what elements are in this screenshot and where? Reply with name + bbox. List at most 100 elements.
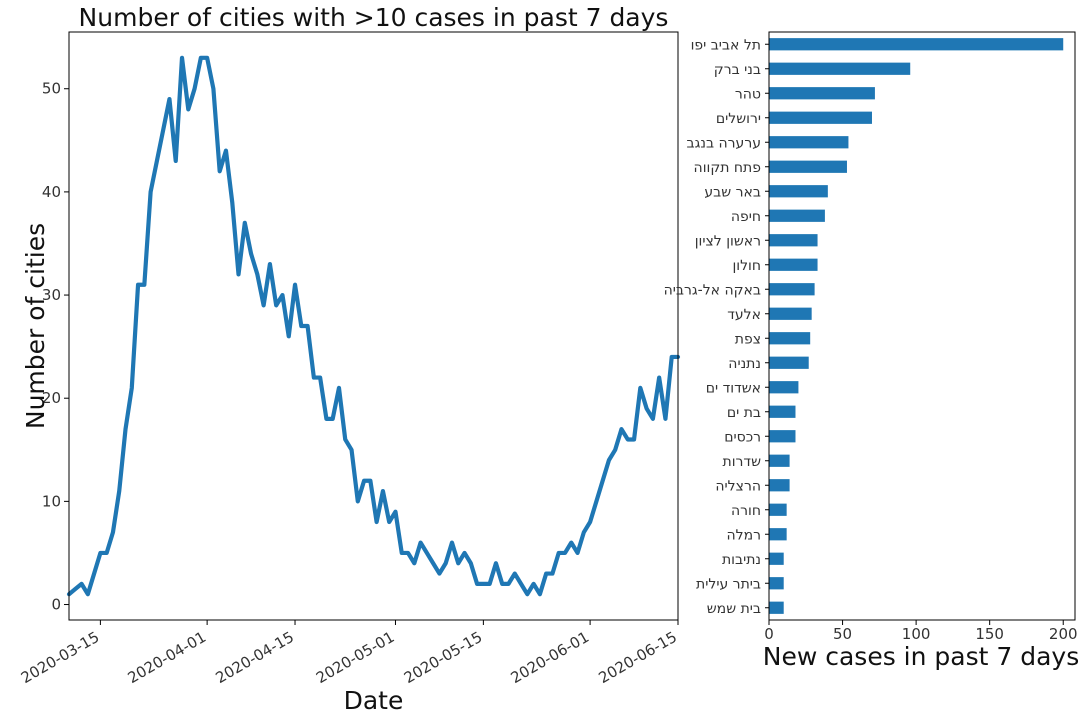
data-point — [646, 407, 648, 410]
bar — [769, 111, 872, 124]
data-point — [476, 583, 478, 585]
data-point — [482, 583, 484, 585]
x-tick-label: 2020-03-15 — [18, 628, 103, 687]
data-point — [576, 552, 579, 554]
data-point — [131, 387, 133, 389]
bar — [769, 356, 809, 369]
y-tick-label: 0 — [51, 596, 61, 614]
x-tick-label: 2020-05-15 — [401, 628, 486, 687]
x-tick-label: 200 — [1049, 625, 1078, 643]
bar-chart-bars — [769, 38, 1064, 614]
data-point — [319, 376, 321, 379]
data-point — [432, 562, 434, 564]
bar — [769, 430, 796, 443]
bar-chart: תל אביב יפו בני ברק טהר ירושלים ערערה בנגב פת… — [664, 31, 1079, 671]
data-point — [143, 284, 145, 286]
bar — [769, 160, 847, 173]
line-chart-y-axis-title: Number of cities — [21, 223, 50, 429]
bar — [769, 209, 825, 222]
data-point — [363, 480, 365, 482]
category-label: נתניה — [728, 356, 761, 372]
bar — [769, 479, 790, 492]
y-tick-label: 20 — [42, 389, 61, 407]
category-label: חיפה — [731, 209, 761, 225]
data-point — [106, 552, 108, 554]
data-point — [237, 273, 240, 276]
data-point — [244, 222, 246, 224]
category-label: בת ים — [727, 405, 761, 421]
data-point — [206, 57, 208, 59]
x-tick-label: 100 — [902, 625, 931, 643]
data-point — [219, 170, 221, 172]
bar — [769, 503, 787, 516]
bar — [769, 528, 787, 541]
category-label: הרצליה — [715, 478, 761, 494]
bar — [769, 234, 818, 247]
data-point — [602, 480, 604, 482]
data-point — [671, 356, 673, 358]
category-label: אשדוד ים — [706, 380, 761, 396]
category-label: אלעד — [727, 307, 761, 323]
data-point — [187, 108, 189, 110]
bar-chart-frame — [768, 31, 1076, 621]
bar — [769, 62, 911, 75]
bar — [769, 405, 796, 418]
data-point — [344, 438, 346, 441]
data-point — [532, 583, 535, 585]
data-point — [256, 273, 258, 276]
data-point — [413, 562, 415, 564]
series-line — [66, 55, 681, 597]
bar-chart-ticks: תל אביב יפו בני ברק טהר ירושלים ערערה בנגב פת… — [664, 37, 1078, 643]
data-point — [407, 552, 409, 554]
category-label: ביתר עילית — [696, 576, 761, 592]
data-point — [545, 572, 547, 575]
data-point — [369, 480, 371, 482]
data-point — [181, 57, 183, 59]
data-point — [608, 459, 610, 461]
category-label: בני ברק — [714, 62, 761, 78]
data-point — [137, 284, 139, 286]
category-label: צפת — [735, 331, 761, 347]
data-point — [620, 428, 623, 430]
x-tick-label: 2020-04-15 — [213, 628, 298, 687]
bar — [769, 332, 811, 345]
category-label: ערערה בנגב — [687, 135, 762, 151]
bar — [769, 601, 784, 614]
data-point — [156, 160, 158, 162]
data-point — [118, 490, 120, 492]
data-point — [162, 129, 164, 131]
data-point — [212, 88, 215, 90]
line-chart-x-axis-title: Date — [344, 686, 404, 715]
data-point — [394, 511, 397, 513]
x-tick-label: 50 — [833, 625, 852, 643]
category-label: נתיבות — [722, 552, 761, 568]
data-point — [80, 583, 83, 585]
bar — [769, 258, 818, 271]
bar-chart-x-axis-title: New cases in past 7 days — [763, 642, 1079, 671]
data-point — [570, 542, 572, 544]
data-point — [401, 552, 403, 554]
line-chart: Number of cities with >10 cases in past … — [18, 3, 681, 715]
data-point — [495, 562, 497, 564]
data-point — [263, 304, 265, 306]
data-point — [175, 160, 177, 162]
data-point — [225, 150, 227, 152]
data-point — [294, 284, 296, 286]
data-point — [470, 562, 472, 564]
x-tick-label: 2020-06-01 — [508, 628, 593, 687]
data-point — [306, 325, 309, 327]
category-label: טהר — [735, 86, 761, 102]
data-point — [652, 418, 654, 420]
y-tick-label: 10 — [42, 492, 61, 510]
data-point — [281, 294, 284, 296]
data-point — [231, 201, 233, 203]
data-point — [419, 542, 422, 544]
data-point — [288, 335, 290, 337]
data-point — [313, 376, 315, 379]
data-point — [388, 521, 390, 523]
data-point — [269, 263, 271, 265]
data-point — [539, 593, 541, 595]
y-tick-label: 40 — [42, 183, 61, 201]
data-point — [275, 304, 277, 306]
line-chart-title: Number of cities with >10 cases in past … — [79, 3, 669, 32]
